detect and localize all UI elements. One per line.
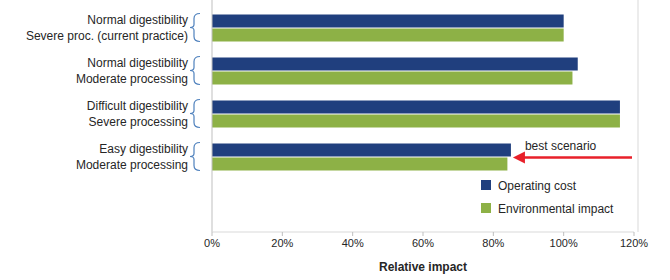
chart-container: Normal digestibility Severe proc. (curren…: [0, 0, 670, 280]
legend-swatch: [481, 203, 491, 213]
category-label: Normal digestibility Moderate processing: [76, 56, 188, 86]
category-label: Difficult digestibility Severe processing: [87, 99, 188, 129]
chart-svg: Normal digestibility Severe proc. (curren…: [0, 0, 670, 280]
legend-label: Operating cost: [498, 179, 577, 193]
bar: [212, 29, 564, 42]
bar: [212, 15, 564, 28]
category-brace: [190, 143, 200, 171]
legend-swatch: [481, 180, 491, 190]
x-tick-label: 60%: [412, 237, 434, 249]
annotation-arrowhead: [513, 152, 525, 164]
category-label-line: Severe processing: [89, 115, 188, 129]
category-label-line: Moderate processing: [76, 72, 188, 86]
category-label-line: Difficult digestibility: [87, 99, 188, 113]
category-label: Easy digestibility Moderate processing: [76, 142, 188, 172]
category-label-line: Easy digestibility: [99, 142, 188, 156]
x-tick-label: 40%: [342, 237, 364, 249]
x-tick: [352, 232, 353, 236]
annotation-text: best scenario: [525, 139, 597, 153]
x-axis-label: Relative impact: [379, 260, 467, 274]
x-tick: [563, 232, 564, 236]
bar: [212, 144, 511, 157]
bar: [212, 101, 620, 114]
category-brace: [190, 100, 200, 128]
category-label-line: Normal digestibility: [87, 13, 188, 27]
x-tick-label: 80%: [482, 237, 504, 249]
category-label-line: Moderate processing: [76, 158, 188, 172]
x-tick: [212, 232, 213, 236]
bars: [212, 15, 620, 171]
plot-frame: [638, 0, 639, 232]
bar: [212, 158, 507, 171]
category-brace: [190, 14, 200, 42]
category-brace: [190, 57, 200, 85]
category-label-line: Normal digestibility: [87, 56, 188, 70]
x-tick: [634, 232, 635, 236]
y-axis-line: [212, 0, 213, 232]
annotation-arrow: [521, 156, 632, 159]
x-tick-label: 100%: [550, 237, 578, 249]
x-tick: [282, 232, 283, 236]
x-tick: [423, 232, 424, 236]
x-tick-label: 20%: [271, 237, 293, 249]
bar: [212, 72, 572, 85]
x-tick-label: 0%: [204, 237, 220, 249]
category-label: Normal digestibility Severe proc. (curren…: [26, 13, 188, 43]
legend-label: Environmental impact: [498, 202, 614, 216]
bar: [212, 58, 578, 71]
bar: [212, 115, 620, 128]
x-tick-label: 120%: [620, 237, 648, 249]
category-label-line: Severe proc. (current practice): [26, 29, 188, 43]
x-tick: [493, 232, 494, 236]
